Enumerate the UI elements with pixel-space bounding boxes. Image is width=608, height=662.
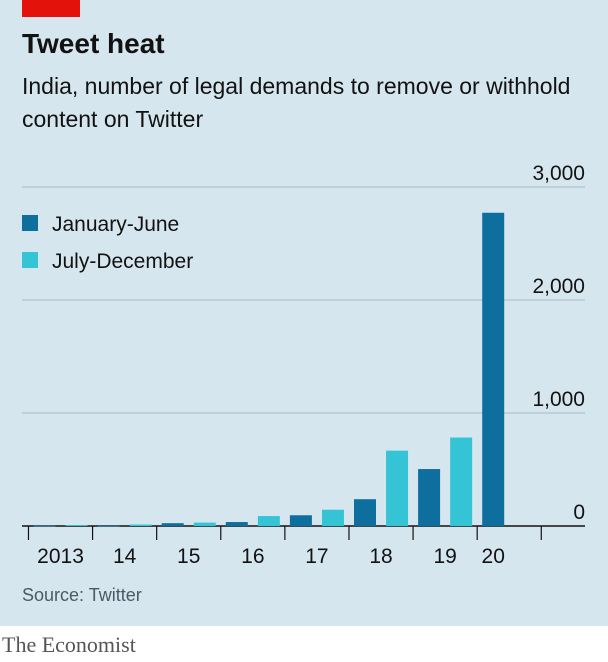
x-tick-label: 18 <box>369 545 392 568</box>
y-tick-label: 2,000 <box>532 275 585 298</box>
legend-swatch <box>22 252 38 268</box>
bar-2019-h1 <box>418 469 441 526</box>
source-note: Source: Twitter <box>22 585 142 605</box>
brand-red-tag <box>22 0 80 17</box>
economist-logo-text: The Economist <box>2 632 136 657</box>
bar-2014-h1 <box>97 525 120 527</box>
x-tick-label: 19 <box>433 545 456 568</box>
bar-2017-h1 <box>289 515 312 526</box>
bar-2013-h1 <box>33 525 56 527</box>
bar-2014-h2 <box>129 524 152 526</box>
chart-subtitle: India, number of legal demands to remove… <box>22 73 571 132</box>
y-tick-label: 1,000 <box>532 388 585 411</box>
bar-chart: 0 1,000 2,000 3,000 2013 14 15 16 17 18 19 20 Janu… <box>22 162 585 568</box>
bar-2015-h2 <box>193 522 216 526</box>
bar-2019-h2 <box>450 437 473 526</box>
bar-2015-h1 <box>161 523 184 526</box>
x-tick-label: 15 <box>177 545 200 568</box>
bar-2017-h2 <box>321 509 344 526</box>
bars <box>33 212 505 527</box>
x-tick-label: 20 <box>482 545 505 568</box>
x-axis: 2013 14 15 16 17 18 19 20 <box>27 526 542 568</box>
x-tick-label: 2013 <box>37 545 84 568</box>
legend-swatch <box>22 215 38 231</box>
bar-2018-h1 <box>354 499 376 526</box>
legend: January-June July-December <box>22 213 193 273</box>
chart-panel: Tweet heat India, number of legal demand… <box>0 0 608 626</box>
x-tick-label: 16 <box>241 545 264 568</box>
y-axis-ticks: 0 1,000 2,000 3,000 <box>532 162 585 524</box>
bar-2016-h1 <box>225 522 248 526</box>
x-tick-label: 17 <box>305 545 328 568</box>
bar-2018-h2 <box>386 450 409 526</box>
legend-label: January-June <box>52 213 179 236</box>
legend-label: July-December <box>52 250 193 273</box>
y-tick-label: 3,000 <box>532 162 585 185</box>
chart-title: Tweet heat <box>22 28 165 59</box>
x-tick-label: 14 <box>113 545 137 568</box>
bar-2020-h1 <box>482 212 505 526</box>
y-tick-label: 0 <box>573 501 585 524</box>
bar-2016-h2 <box>257 516 280 526</box>
bar-2013-h2 <box>65 525 88 526</box>
